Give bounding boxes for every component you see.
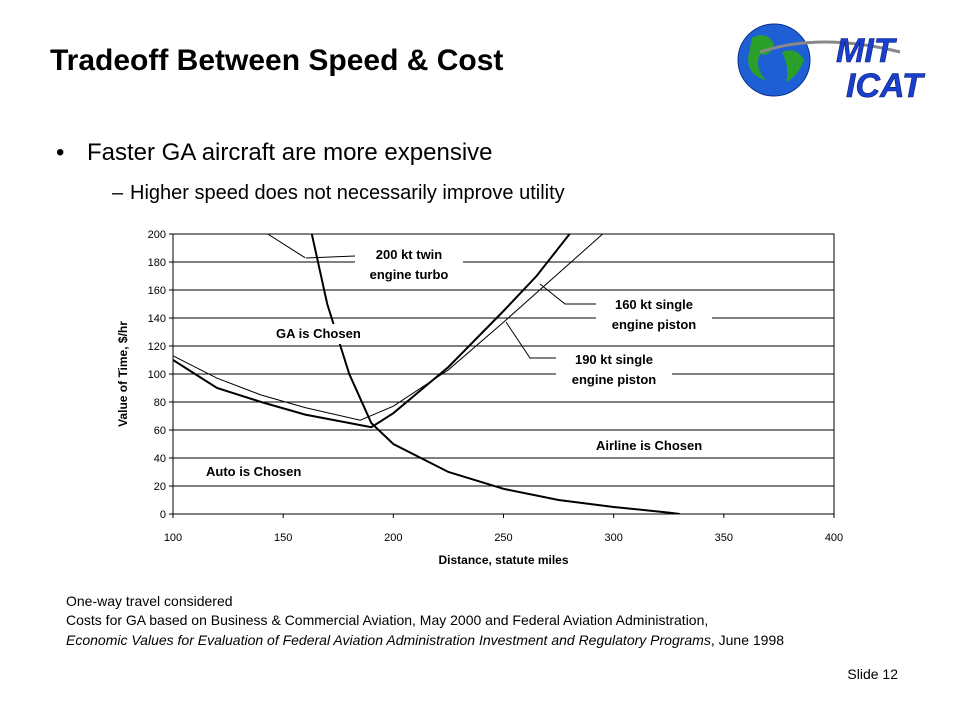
logo-text: ICAT <box>846 67 926 105</box>
y-axis-label: Value of Time, $/hr <box>116 321 130 427</box>
logo-swoosh <box>759 40 901 54</box>
sub-bullet: Higher speed does not necessarily improv… <box>130 182 565 204</box>
callout-leader <box>539 283 596 305</box>
source-date: , June 1998 <box>711 632 784 648</box>
x-tick-label: 350 <box>715 532 733 544</box>
series-line <box>173 234 571 429</box>
x-tick-label: 300 <box>604 532 622 544</box>
y-tick-label: 60 <box>154 425 166 437</box>
x-axis-label: Distance, statute miles <box>438 553 568 567</box>
bullet: Faster GA aircraft are more expensive <box>87 139 493 166</box>
y-tick-label: 180 <box>148 257 166 269</box>
sub-bullet-dash: – <box>112 182 124 204</box>
series-label: 190 kt single engine piston <box>556 350 672 390</box>
x-tick-label: 100 <box>164 532 182 544</box>
note: One-way travel considered <box>66 593 233 609</box>
y-tick-label: 100 <box>148 369 166 381</box>
series-line <box>310 234 680 514</box>
y-tick-label: 200 <box>148 229 166 241</box>
callout-leader <box>505 321 556 359</box>
note: Costs for GA based on Business & Commerc… <box>66 612 708 628</box>
logo-text: MIT <box>836 32 898 70</box>
callout-leader <box>305 255 356 259</box>
logo-land <box>748 35 804 82</box>
note: Economic Values for Evaluation of Federa… <box>66 632 784 648</box>
annotation: GA is Chosen <box>272 324 365 344</box>
y-tick-label: 120 <box>148 341 166 353</box>
y-tick-label: 20 <box>154 481 166 493</box>
series-label: 200 kt twin engine turbo <box>355 245 463 285</box>
y-tick-label: 140 <box>148 313 166 325</box>
series-line <box>173 234 603 421</box>
plot-frame <box>172 233 835 515</box>
x-tick-label: 200 <box>384 532 402 544</box>
y-tick-label: 40 <box>154 453 166 465</box>
x-tick-label: 400 <box>825 532 843 544</box>
series-line <box>267 234 306 259</box>
annotation: Auto is Chosen <box>202 462 306 482</box>
y-tick-label: 160 <box>148 285 166 297</box>
x-tick-label: 250 <box>494 532 512 544</box>
series-label: 160 kt single engine piston <box>596 295 712 335</box>
annotation: Airline is Chosen <box>592 436 707 456</box>
y-tick-label: 80 <box>154 397 166 409</box>
slide-number: Slide 12 <box>847 666 898 682</box>
bullet-dot: • <box>56 139 64 166</box>
source-title: Economic Values for Evaluation of Federa… <box>66 632 711 648</box>
y-tick-label: 0 <box>160 509 166 521</box>
x-tick-label: 150 <box>274 532 292 544</box>
slide-title: Tradeoff Between Speed & Cost <box>50 44 503 77</box>
